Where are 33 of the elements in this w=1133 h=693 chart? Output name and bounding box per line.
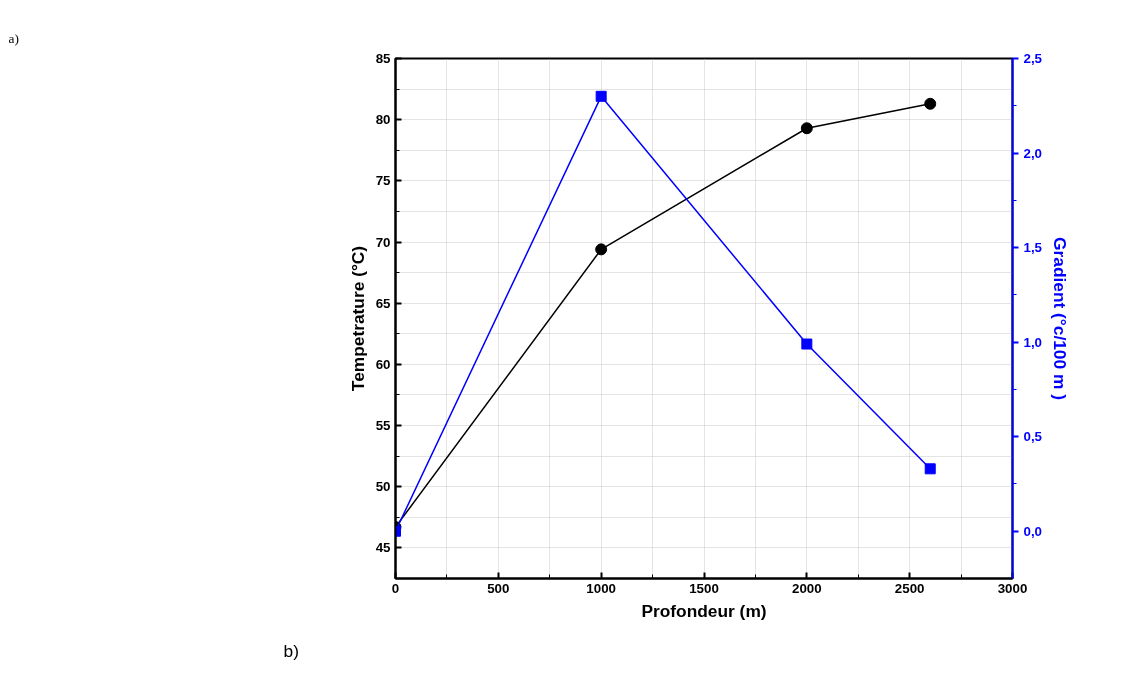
point <box>924 463 936 475</box>
y-tick-label: 60 <box>375 356 391 372</box>
y-tick-label: 75 <box>375 173 392 189</box>
x-tick-label: 2000 <box>792 580 822 596</box>
y2-tick-label: 1,5 <box>1023 240 1043 256</box>
y-tick-label: 50 <box>375 479 391 495</box>
y-tick-label: 45 <box>375 540 392 556</box>
y2-tick-label: 0,0 <box>1023 523 1043 539</box>
y2-tick-label: 1,0 <box>1023 334 1043 350</box>
x-tick-label: 3000 <box>997 580 1028 596</box>
x-tick-label: 0 <box>391 580 400 596</box>
text: b) <box>283 640 299 661</box>
x-tick-label: 500 <box>487 580 510 596</box>
y2-tick-label: 0,5 <box>1023 429 1043 445</box>
y2-tick-label: 2,0 <box>1023 145 1043 161</box>
y-tick-label: 70 <box>375 234 391 250</box>
y-axis-title: Tempetrature (°C) <box>347 245 368 392</box>
point <box>800 122 813 135</box>
point <box>801 338 813 350</box>
point <box>924 97 937 110</box>
y-tick-label: 80 <box>375 112 391 128</box>
y-tick-label: 55 <box>375 418 392 434</box>
x-tick-label: 2500 <box>894 580 925 596</box>
point <box>595 243 608 256</box>
point <box>595 90 607 102</box>
x-axis-title: Profondeur (m) <box>641 600 767 621</box>
x-tick-label: 1500 <box>689 580 719 596</box>
y2-tick-label: 2,5 <box>1023 51 1043 66</box>
x-tick-label: 1000 <box>586 580 616 596</box>
text: a) <box>8 31 19 46</box>
y-tick-label: 65 <box>375 295 392 311</box>
y-tick-label: 85 <box>375 51 392 66</box>
y2-axis-title: Gradient (°c/100 m ) <box>1050 237 1071 400</box>
